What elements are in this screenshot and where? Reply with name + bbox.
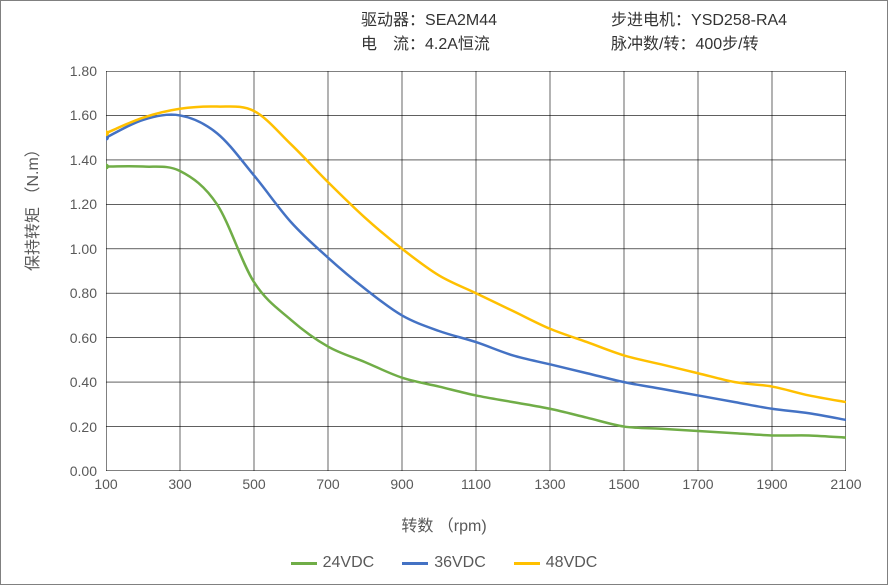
chart-container: 驱动器：SEA2M44 步进电机：YSD258-RA4 电 流：4.2A恒流 脉… (0, 0, 888, 585)
legend-label: 36VDC (434, 554, 486, 572)
x-tick-label: 700 (303, 476, 353, 492)
x-tick-label: 2100 (821, 476, 871, 492)
x-tick-label: 1700 (673, 476, 723, 492)
y-tick-label: 0.60 (57, 330, 97, 346)
legend-item-24VDC: 24VDC (291, 554, 375, 572)
y-tick-label: 1.40 (57, 152, 97, 168)
x-tick-label: 1100 (451, 476, 501, 492)
current-label: 电 流： (361, 36, 425, 53)
driver-value: SEA2M44 (425, 12, 497, 29)
x-tick-label: 100 (81, 476, 131, 492)
legend-item-48VDC: 48VDC (514, 554, 598, 572)
y-tick-label: 0.40 (57, 374, 97, 390)
x-tick-label: 900 (377, 476, 427, 492)
pulse-label: 脉冲数/转： (611, 36, 695, 53)
x-tick-label: 1300 (525, 476, 575, 492)
current-value: 4.2A恒流 (425, 36, 490, 53)
y-axis-label: 保持转矩 （N.m） (19, 141, 43, 271)
y-tick-label: 1.00 (57, 241, 97, 257)
driver-label: 驱动器： (361, 12, 425, 29)
legend-swatch (291, 562, 317, 565)
motor-value: YSD258-RA4 (691, 12, 787, 29)
x-tick-label: 500 (229, 476, 279, 492)
y-tick-label: 1.60 (57, 107, 97, 123)
legend-item-36VDC: 36VDC (402, 554, 486, 572)
legend-swatch (514, 562, 540, 565)
y-tick-label: 1.20 (57, 196, 97, 212)
y-tick-label: 0.20 (57, 419, 97, 435)
legend-label: 24VDC (323, 554, 375, 572)
header-info: 驱动器：SEA2M44 步进电机：YSD258-RA4 电 流：4.2A恒流 脉… (361, 9, 861, 57)
legend-label: 48VDC (546, 554, 598, 572)
y-tick-label: 0.80 (57, 285, 97, 301)
motor-label: 步进电机： (611, 12, 691, 29)
legend: 24VDC 36VDC 48VDC (1, 552, 887, 573)
pulse-value: 400步/转 (695, 36, 758, 53)
x-tick-label: 1500 (599, 476, 649, 492)
x-tick-label: 1900 (747, 476, 797, 492)
x-tick-label: 300 (155, 476, 205, 492)
legend-swatch (402, 562, 428, 565)
torque-speed-chart (106, 71, 846, 471)
y-tick-label: 1.80 (57, 63, 97, 79)
x-axis-label: 转数 （rpm) (1, 512, 887, 536)
